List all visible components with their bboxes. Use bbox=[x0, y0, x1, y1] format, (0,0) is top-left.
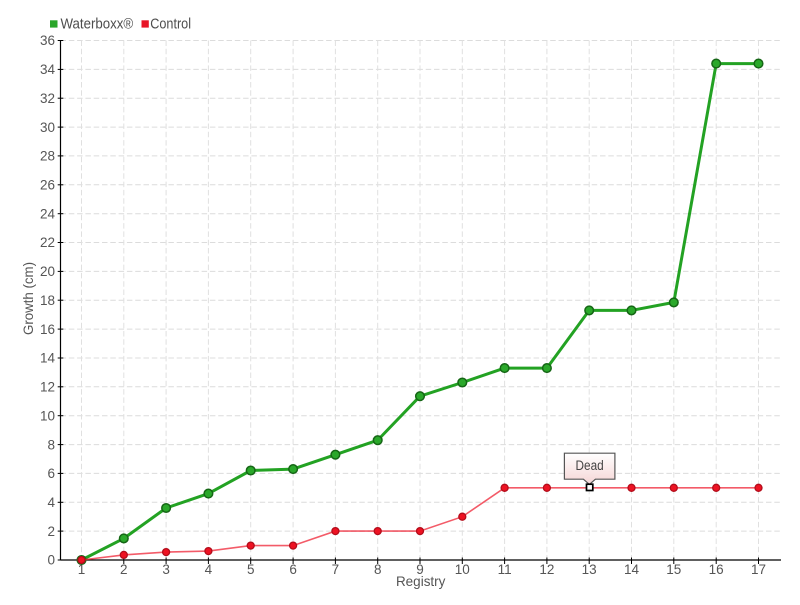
svg-text:34: 34 bbox=[40, 62, 56, 77]
svg-text:32: 32 bbox=[40, 91, 55, 106]
svg-text:15: 15 bbox=[666, 562, 681, 577]
svg-text:16: 16 bbox=[709, 562, 724, 577]
svg-text:30: 30 bbox=[40, 120, 55, 135]
svg-text:10: 10 bbox=[40, 408, 55, 423]
svg-text:24: 24 bbox=[40, 206, 56, 221]
svg-text:0: 0 bbox=[47, 553, 55, 568]
svg-text:Dead: Dead bbox=[576, 458, 604, 473]
svg-text:7: 7 bbox=[332, 562, 340, 577]
svg-text:22: 22 bbox=[40, 235, 55, 250]
svg-text:Registry: Registry bbox=[396, 573, 446, 589]
svg-text:4: 4 bbox=[47, 495, 55, 510]
svg-text:10: 10 bbox=[455, 562, 470, 577]
svg-text:6: 6 bbox=[289, 562, 297, 577]
svg-text:36: 36 bbox=[40, 33, 55, 48]
svg-text:12: 12 bbox=[40, 380, 55, 395]
svg-text:17: 17 bbox=[751, 562, 766, 577]
svg-text:26: 26 bbox=[40, 178, 55, 193]
svg-text:18: 18 bbox=[40, 293, 55, 308]
svg-text:20: 20 bbox=[40, 264, 55, 279]
svg-text:1: 1 bbox=[78, 562, 86, 577]
svg-text:9: 9 bbox=[416, 562, 424, 577]
svg-text:3: 3 bbox=[162, 562, 170, 577]
svg-text:6: 6 bbox=[47, 466, 55, 481]
svg-text:14: 14 bbox=[624, 562, 640, 577]
svg-text:2: 2 bbox=[120, 562, 128, 577]
svg-text:13: 13 bbox=[582, 562, 597, 577]
svg-text:5: 5 bbox=[247, 562, 255, 577]
svg-text:16: 16 bbox=[40, 322, 55, 337]
svg-text:8: 8 bbox=[47, 437, 55, 452]
svg-text:11: 11 bbox=[498, 562, 512, 577]
svg-text:12: 12 bbox=[539, 562, 554, 577]
svg-text:Control: Control bbox=[150, 15, 191, 32]
svg-text:4: 4 bbox=[205, 562, 213, 577]
svg-text:Growth (cm): Growth (cm) bbox=[20, 262, 36, 335]
svg-text:Waterboxx®: Waterboxx® bbox=[61, 15, 134, 32]
svg-text:8: 8 bbox=[374, 562, 382, 577]
svg-text:2: 2 bbox=[47, 524, 55, 539]
svg-text:14: 14 bbox=[40, 351, 56, 366]
svg-text:28: 28 bbox=[40, 149, 55, 164]
